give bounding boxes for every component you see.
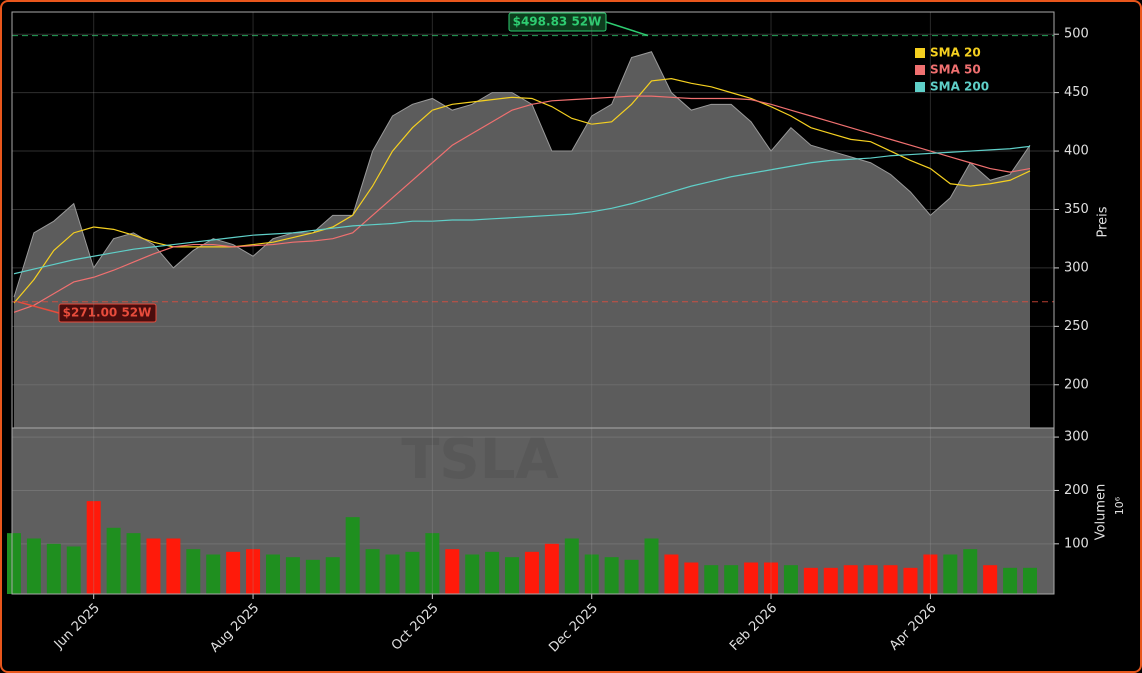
volume-bar: [803, 567, 818, 594]
annotation-arrow: [605, 21, 649, 37]
volume-bar: [544, 543, 559, 594]
volume-bar: [226, 551, 241, 594]
volume-bar: [783, 565, 798, 594]
volume-bar: [724, 565, 739, 594]
volume-bar: [106, 527, 121, 594]
watermark: TSLA: [401, 427, 559, 492]
volume-bar: [405, 551, 420, 594]
y-tick-label: 100: [1064, 536, 1089, 551]
y-tick-label: 250: [1064, 319, 1089, 334]
x-tick-label: Aug 2025: [207, 601, 262, 656]
y-tick-label: 500: [1064, 27, 1089, 42]
offset-label: 10⁶: [1113, 496, 1126, 515]
x-tick-label: Jun 2025: [51, 601, 103, 653]
y-axis-label: Volumen: [1094, 484, 1109, 541]
volume-bar: [664, 554, 679, 594]
volume-bar: [684, 562, 699, 594]
volume-bar: [26, 538, 41, 594]
volume-bar: [704, 565, 719, 594]
annotation-arrow: [17, 301, 60, 314]
volume-bar: [564, 538, 579, 594]
y-tick-label: 450: [1064, 85, 1089, 100]
volume-bar: [86, 501, 101, 594]
volume-bar: [206, 554, 221, 594]
volume-bar: [505, 557, 520, 594]
volume-bar: [644, 538, 659, 594]
volume-bar: [385, 554, 400, 594]
legend-swatch: [915, 48, 925, 58]
volume-bar: [365, 549, 380, 594]
y-tick-label: 400: [1064, 144, 1089, 159]
volume-bar: [465, 554, 480, 594]
y-axis-label: Preis: [1096, 206, 1111, 237]
volume-bar: [305, 559, 320, 594]
volume-bar: [345, 517, 360, 594]
x-tick-label: Dec 2025: [546, 601, 601, 656]
y-tick-label: 200: [1064, 377, 1089, 392]
volume-bar: [146, 538, 161, 594]
volume-bar: [983, 565, 998, 594]
y-tick-label: 300: [1064, 430, 1089, 445]
y-tick-label: 350: [1064, 202, 1089, 217]
volume-bar: [744, 562, 759, 594]
annotation-label: $498.83 52W: [513, 15, 602, 29]
volume-bar: [883, 565, 898, 594]
legend-label: SMA 50: [930, 63, 981, 77]
volume-bar: [7, 533, 21, 594]
annotation-label: $271.00 52W: [63, 306, 152, 320]
volume-bar: [943, 554, 958, 594]
volume-bar: [843, 565, 858, 594]
legend-swatch: [915, 82, 925, 92]
sma-line: [13, 77, 1031, 304]
annotation-box: [508, 12, 607, 32]
panel-frame: [11, 427, 1055, 595]
volume-bar: [445, 549, 460, 594]
volume-bar: [1003, 567, 1018, 594]
x-tick-label: Oct 2025: [389, 601, 442, 654]
volume-bar: [584, 554, 599, 594]
volume-bar: [425, 533, 440, 594]
sma-line: [13, 145, 1031, 275]
volume-bar: [604, 557, 619, 594]
volume-bar: [923, 554, 938, 594]
volume-bar: [285, 557, 300, 594]
volume-bar: [1023, 567, 1037, 594]
volume-bar: [903, 567, 918, 594]
legend-label: SMA 20: [930, 46, 981, 60]
legend-swatch: [915, 65, 925, 75]
volume-bar: [246, 549, 261, 594]
annotation-box: [58, 303, 157, 323]
volume-bar: [325, 557, 340, 594]
volume-bar: [764, 562, 779, 594]
x-tick-label: Apr 2026: [887, 601, 940, 654]
volume-bar: [265, 554, 280, 594]
volume-bar: [624, 559, 639, 594]
volume-bar: [126, 533, 141, 594]
volume-bar: [823, 567, 838, 594]
volume-bar: [863, 565, 878, 594]
legend-label: SMA 200: [930, 80, 989, 94]
volume-bar: [485, 551, 500, 594]
y-tick-label: 200: [1064, 483, 1089, 498]
volume-bar: [166, 538, 181, 594]
sma-line: [13, 95, 1031, 313]
volume-bar: [524, 551, 539, 594]
volume-bar: [46, 543, 61, 594]
volume-bar: [963, 549, 978, 594]
volume-bar: [186, 549, 201, 594]
x-tick-label: Feb 2026: [727, 601, 780, 654]
volume-bar: [66, 546, 81, 594]
y-tick-label: 300: [1064, 260, 1089, 275]
